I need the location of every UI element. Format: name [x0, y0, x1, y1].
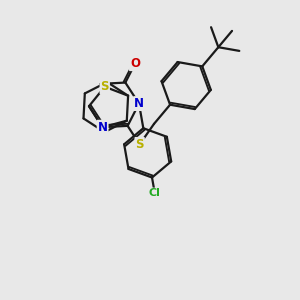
Text: S: S	[135, 138, 144, 151]
Text: N: N	[134, 97, 144, 110]
Text: S: S	[100, 80, 109, 93]
Text: Cl: Cl	[149, 188, 161, 199]
Text: N: N	[98, 121, 108, 134]
Text: O: O	[130, 57, 140, 70]
